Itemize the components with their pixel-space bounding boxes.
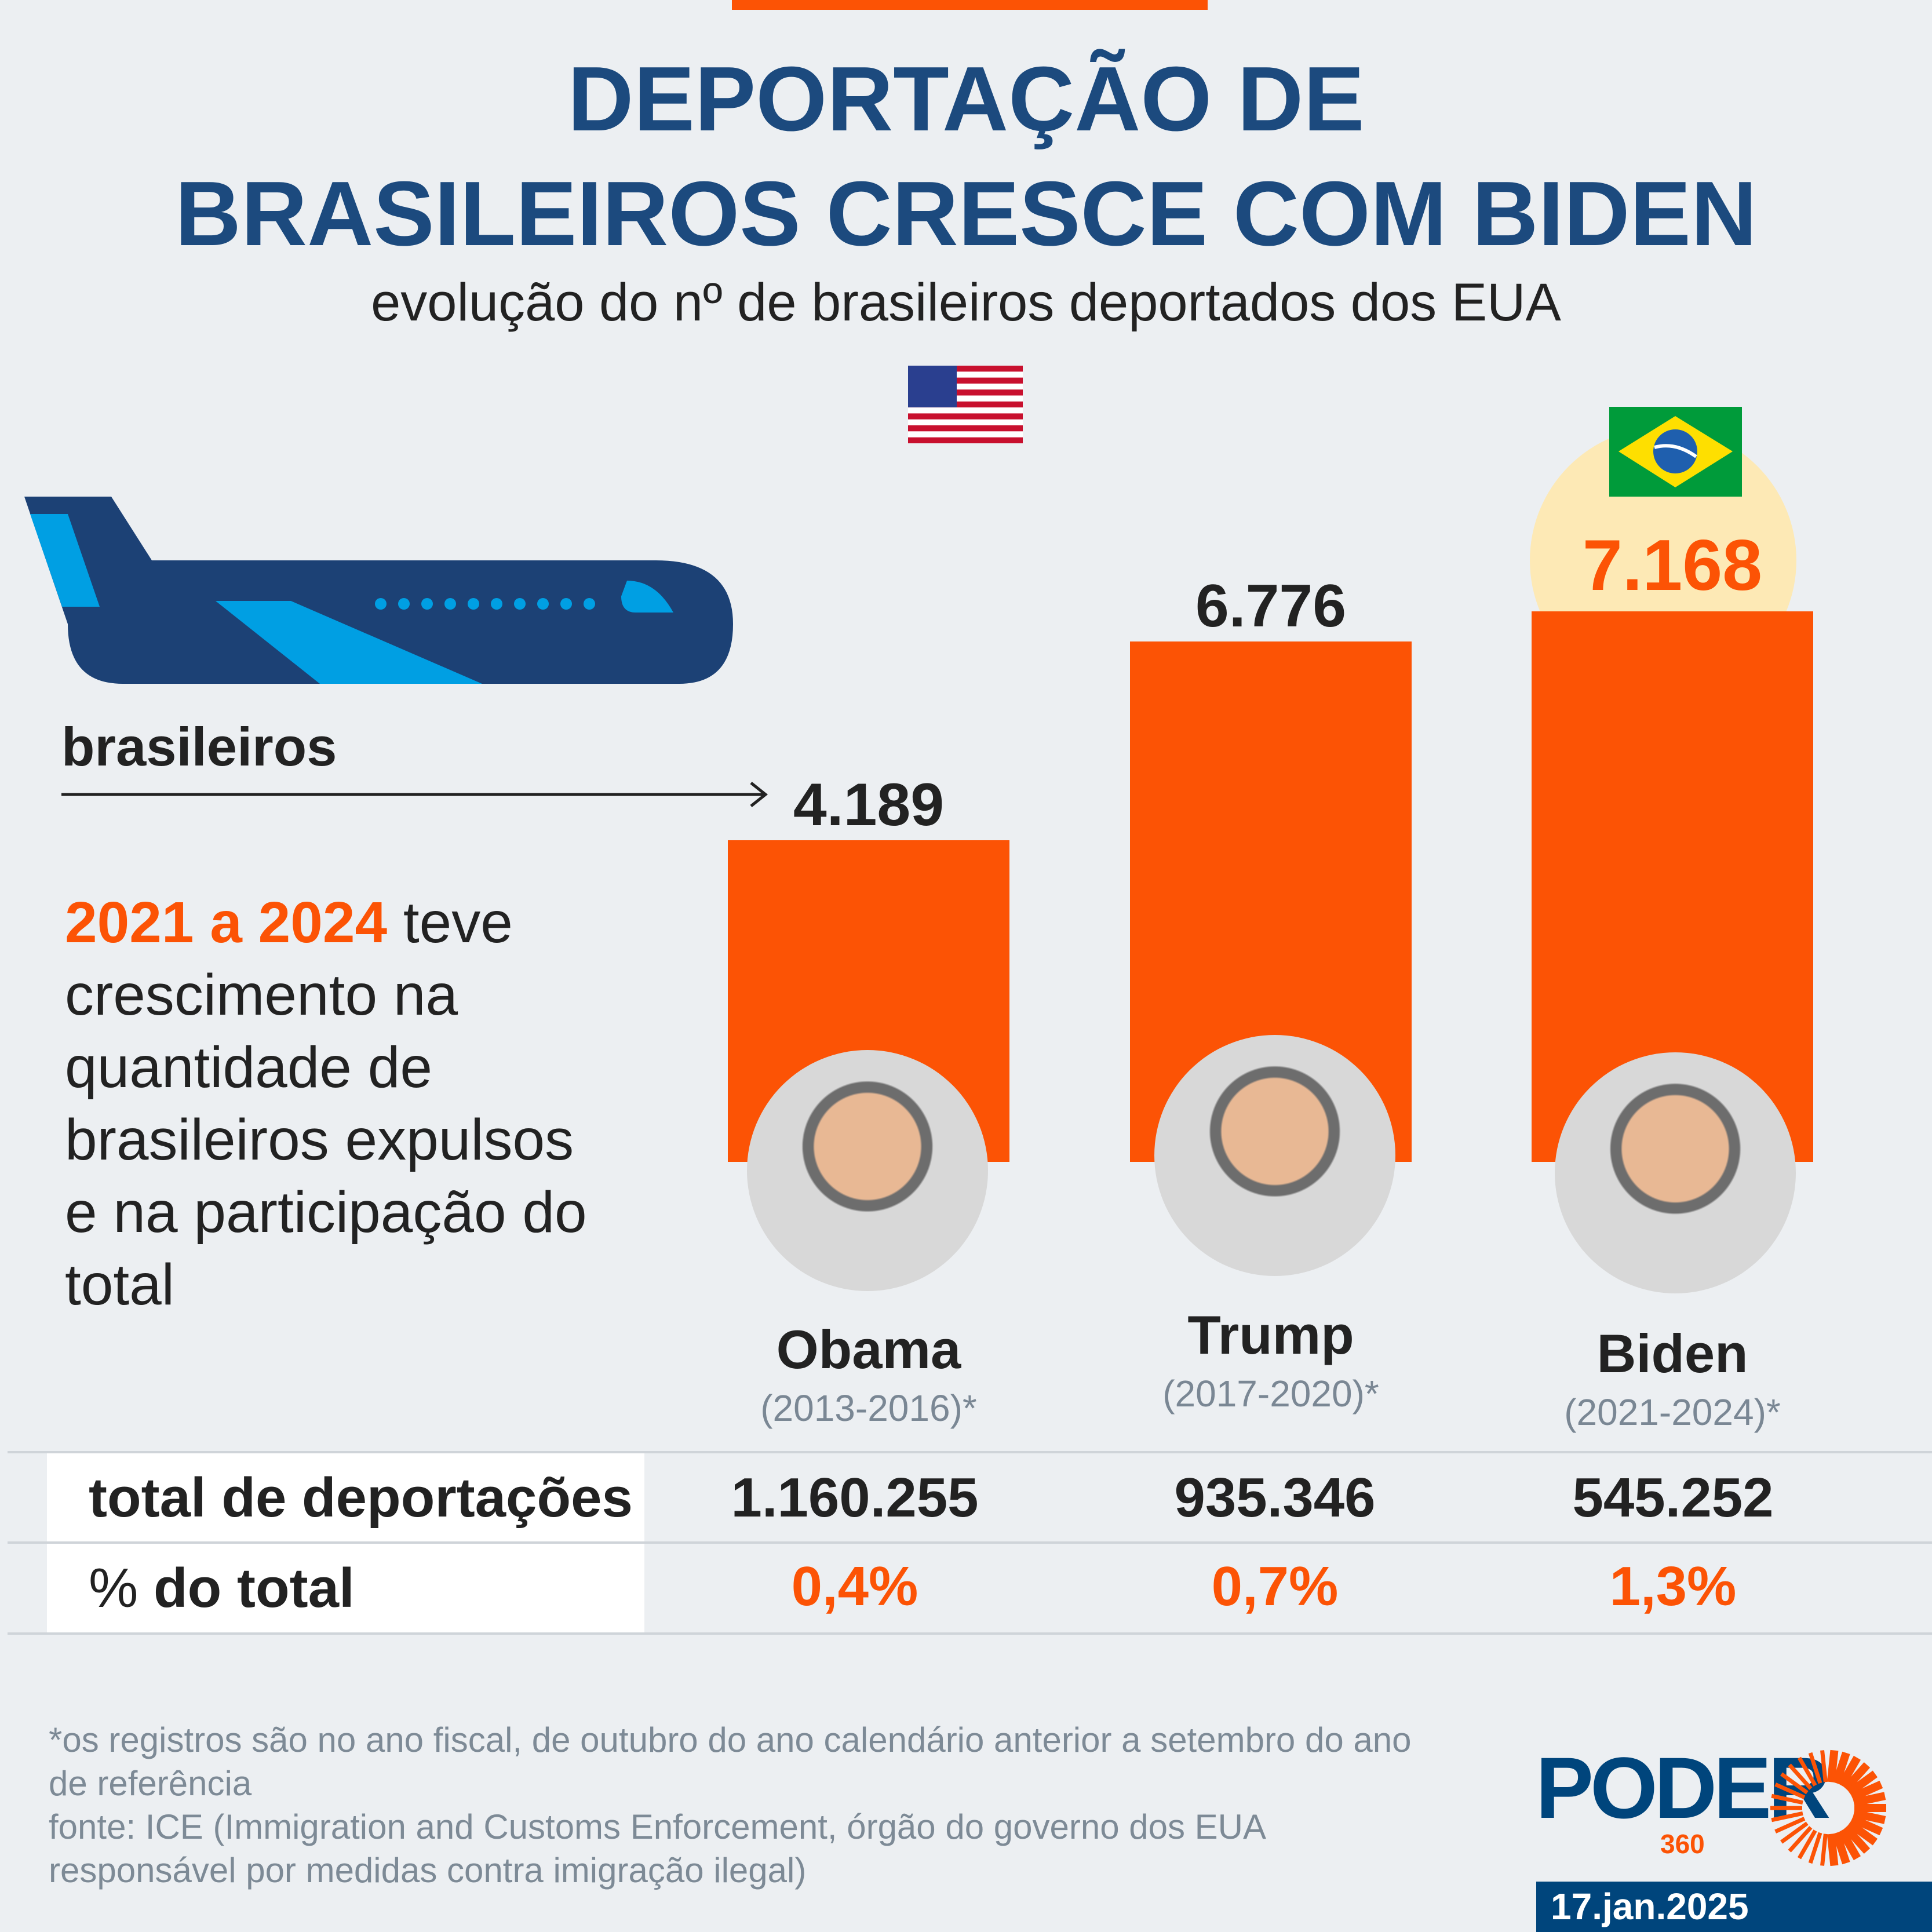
portrait-biden [1555,1052,1796,1293]
brazil-flag-icon [1609,407,1742,497]
description-line: crescimento na [65,963,458,1027]
footnote: *os registros são no ano fiscal, de outu… [49,1718,1497,1892]
footnote-line: fonte: ICE (Immigration and Customs Enfo… [49,1807,1267,1846]
footnote-line: responsável por medidas contra imigração… [49,1851,807,1890]
portrait-obama [747,1050,988,1291]
description-line: total [65,1252,175,1317]
series-label: brasileiros [61,716,337,777]
table-divider [8,1451,1932,1453]
subtitle: evolução do nº de brasileiros deportados… [371,273,1561,332]
pct-obama: 0,4% [791,1555,918,1617]
description-line: e na participação do [65,1180,587,1245]
description-line: brasileiros expulsos [65,1107,574,1172]
value-label: 6.776 [1195,572,1347,640]
total-biden: 545.252 [1572,1467,1774,1529]
footnote-line: *os registros são no ano fiscal, de outu… [49,1720,1412,1759]
term-years: (2021-2024)* [1564,1391,1781,1433]
us-flag-icon [908,366,1023,443]
pct-trump: 0,7% [1211,1555,1339,1617]
top-accent-bar [732,0,1208,10]
portrait-trump [1154,1035,1395,1276]
value-label: 4.189 [793,771,945,839]
row-label-percent: % do total [47,1544,644,1632]
term-years: (2013-2016)* [760,1387,977,1429]
pct-biden: 1,3% [1609,1555,1737,1617]
logo-number: 360 [1660,1829,1705,1859]
description-line: teve [387,890,513,955]
description-text: 2021 a 2024 teve crescimento na quantida… [65,887,644,1321]
president-name: Biden [1596,1323,1748,1384]
description-highlight: 2021 a 2024 [65,890,388,955]
date-label: 17.jan.2025 [1536,1882,1932,1932]
total-obama: 1.160.255 [731,1467,979,1529]
president-name: Obama [776,1319,961,1380]
logo-sun-icon [1770,1749,1886,1867]
percent-symbol: % [89,1556,154,1619]
footnote-line: de referência [49,1764,252,1803]
page-title-line1: DEPORTAÇÃO DE [567,48,1365,150]
table-divider [8,1632,1932,1635]
description-line: quantidade de [65,1035,432,1100]
airplane-icon [24,497,733,684]
president-name: Trump [1187,1304,1354,1365]
total-trump: 935.346 [1174,1467,1376,1529]
value-label: 7.168 [1582,526,1763,606]
table-divider [8,1541,1932,1544]
row-label-total: total de deportações [47,1453,644,1543]
arrow-icon [61,782,768,807]
term-years: (2017-2020)* [1162,1373,1379,1415]
page-title-line2: BRASILEIROS CRESCE COM BIDEN [174,163,1758,265]
percent-label: do total [154,1556,355,1619]
